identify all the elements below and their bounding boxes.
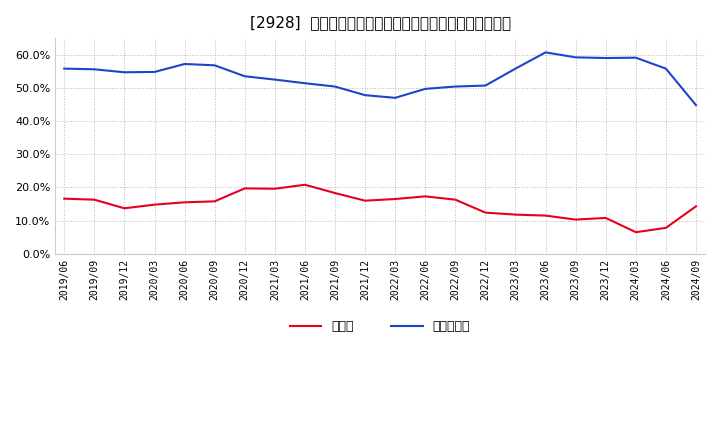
Title: [2928]  現頴金、有利子負債の総資産に対する比率の推移: [2928] 現頴金、有利子負債の総資産に対する比率の推移	[250, 15, 510, 30]
有利子負債	[451, 84, 459, 89]
現頴金	[662, 225, 670, 231]
有利子負債	[150, 70, 159, 75]
現頴金	[451, 197, 459, 202]
有利子負債	[240, 73, 249, 79]
現頴金	[391, 196, 400, 202]
現頴金	[240, 186, 249, 191]
現頴金	[271, 186, 279, 191]
現頴金	[150, 202, 159, 207]
現頴金	[120, 205, 129, 211]
有利子負債	[631, 55, 640, 60]
有利子負債	[60, 66, 68, 71]
現頴金	[541, 213, 550, 218]
Legend: 現頴金, 有利子負債: 現頴金, 有利子負債	[285, 315, 475, 338]
現頴金	[601, 215, 610, 220]
有利子負債	[361, 92, 369, 98]
有利子負債	[421, 86, 430, 92]
有利子負債	[120, 70, 129, 75]
現頴金	[300, 182, 309, 187]
現頴金	[180, 200, 189, 205]
現頴金	[210, 199, 219, 204]
有利子負債	[180, 61, 189, 66]
現頴金	[481, 210, 490, 215]
有利子負債	[511, 66, 520, 71]
有利子負債	[210, 62, 219, 68]
現頴金	[90, 197, 99, 202]
現頴金	[692, 204, 701, 209]
有利子負債	[572, 55, 580, 60]
Line: 現頴金: 現頴金	[64, 185, 696, 232]
有利子負債	[300, 81, 309, 86]
現頴金	[631, 230, 640, 235]
有利子負債	[662, 66, 670, 71]
有利子負債	[541, 50, 550, 55]
有利子負債	[330, 84, 339, 89]
現頴金	[60, 196, 68, 202]
現頴金	[511, 212, 520, 217]
有利子負債	[601, 55, 610, 61]
有利子負債	[271, 77, 279, 82]
現頴金	[330, 191, 339, 196]
有利子負債	[90, 66, 99, 72]
Line: 有利子負債: 有利子負債	[64, 52, 696, 105]
現頴金	[572, 217, 580, 222]
有利子負債	[391, 95, 400, 100]
有利子負債	[481, 83, 490, 88]
現頴金	[421, 194, 430, 199]
有利子負債	[692, 103, 701, 108]
現頴金	[361, 198, 369, 203]
